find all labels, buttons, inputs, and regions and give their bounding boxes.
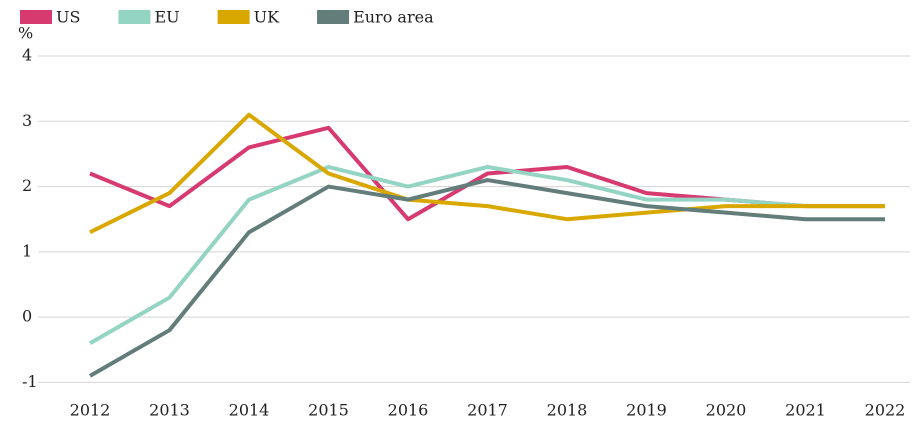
x-tick-label: 2013 bbox=[149, 401, 190, 420]
x-tick-label: 2012 bbox=[70, 401, 111, 420]
x-tick-label: 2017 bbox=[467, 401, 508, 420]
legend-label: UK bbox=[254, 8, 280, 27]
x-tick-label: 2019 bbox=[626, 401, 667, 420]
series-line bbox=[89, 164, 885, 345]
x-tick-label: 2020 bbox=[706, 401, 747, 420]
y-tick-label: 4 bbox=[22, 46, 32, 65]
legend-label: Euro area bbox=[353, 8, 434, 27]
y-tick-label: 2 bbox=[22, 176, 32, 195]
x-tick-label: 2022 bbox=[865, 401, 906, 420]
x-tick-label: 2016 bbox=[388, 401, 429, 420]
legend-swatch bbox=[317, 10, 350, 24]
y-axis-label: % bbox=[18, 24, 33, 43]
y-tick-label: 0 bbox=[22, 307, 32, 326]
legend-swatch bbox=[217, 10, 250, 24]
x-tick-label: 2014 bbox=[229, 401, 270, 420]
series-line bbox=[89, 178, 885, 378]
y-tick-label: 1 bbox=[22, 241, 32, 260]
x-tick-label: 2018 bbox=[547, 401, 588, 420]
y-tick-label: -1 bbox=[22, 372, 38, 391]
series-line bbox=[89, 112, 885, 235]
y-tick-label: 3 bbox=[22, 111, 32, 130]
legend-swatch bbox=[118, 10, 151, 24]
x-tick-label: 2015 bbox=[308, 401, 349, 420]
legend-swatch bbox=[20, 10, 52, 24]
legend-label: US bbox=[56, 8, 80, 27]
x-tick-label: 2021 bbox=[785, 401, 826, 420]
legend-label: EU bbox=[154, 8, 179, 27]
